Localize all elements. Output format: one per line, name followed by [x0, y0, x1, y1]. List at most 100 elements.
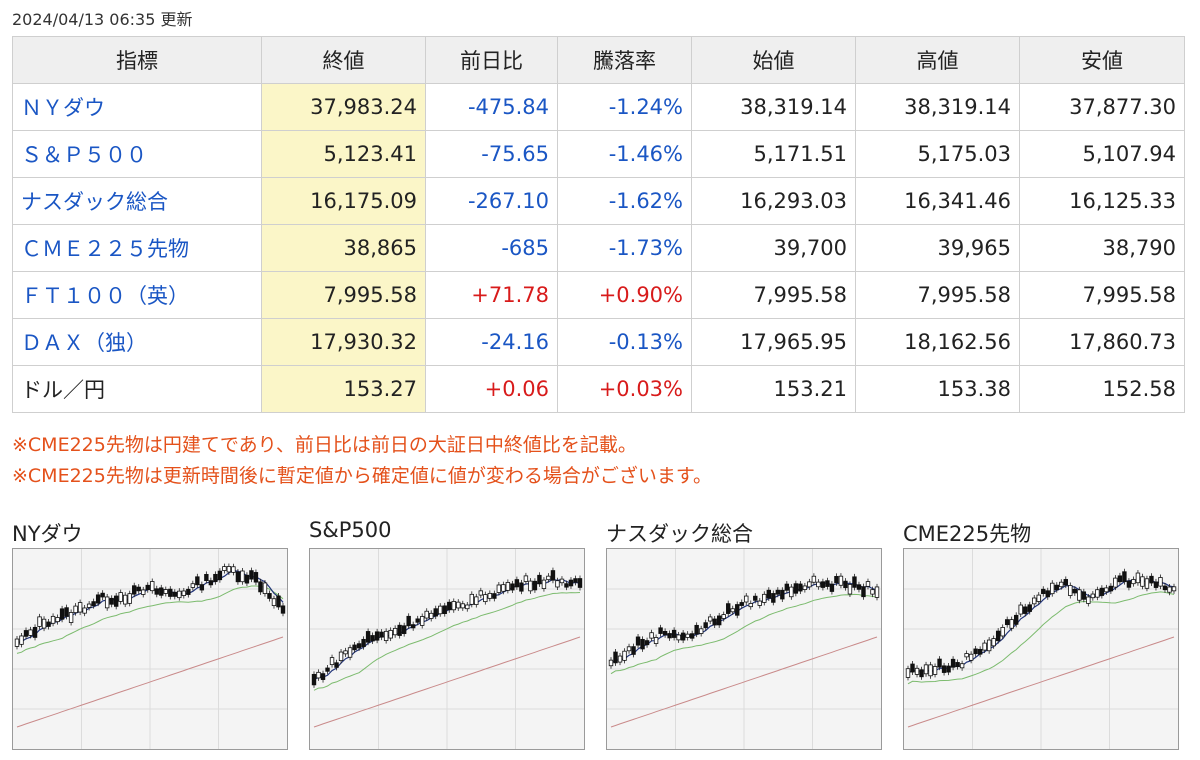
- candle-body: [703, 622, 708, 629]
- candle-body: [653, 637, 659, 644]
- candle-body: [82, 607, 87, 614]
- candle-body: [865, 581, 871, 587]
- candle-body: [95, 594, 101, 604]
- candle-body: [168, 588, 173, 597]
- candle-body: [658, 627, 663, 634]
- candle-body: [474, 596, 479, 605]
- candle-body: [370, 635, 375, 642]
- change-value: -267.10: [425, 177, 558, 225]
- index-link-sp500[interactable]: Ｓ＆Ｐ５００: [12, 130, 262, 178]
- candle-body: [1153, 581, 1159, 588]
- candle-body: [968, 653, 974, 661]
- candle-body: [177, 590, 182, 599]
- candle-body: [329, 657, 335, 666]
- candle-body: [392, 627, 398, 636]
- candle-body: [492, 593, 497, 599]
- candle-body: [320, 673, 326, 680]
- table-row: ＤＡＸ（独） 17,930.32 -24.16 -0.13% 17,965.95…: [12, 318, 1185, 366]
- candle-body: [573, 578, 578, 583]
- candle-body: [145, 584, 150, 591]
- candle-body: [964, 653, 969, 658]
- high-value: 7,995.58: [855, 271, 1020, 319]
- candle-body: [487, 592, 493, 599]
- open-value: 7,995.58: [691, 271, 856, 319]
- candle-body: [843, 580, 848, 589]
- candle-body: [424, 610, 429, 619]
- candle-body: [208, 580, 214, 586]
- candle-body: [222, 566, 227, 571]
- candle-body: [798, 583, 803, 592]
- candle-body: [267, 593, 272, 599]
- high-value: 16,341.46: [855, 177, 1020, 225]
- candle-body: [640, 638, 645, 650]
- chart-title-sp500: S&P500: [309, 518, 392, 542]
- candle-body: [1113, 577, 1118, 588]
- footnote-cme-provisional: ※CME225先物は更新時間後に暫定値から確定値に値が変わる場合がございます。: [12, 465, 712, 487]
- chart-nasdaq[interactable]: [606, 548, 882, 750]
- candle-body: [483, 594, 488, 603]
- candle-body: [1027, 604, 1032, 612]
- candle-body: [1050, 582, 1055, 595]
- candle-body: [982, 642, 987, 651]
- candle-body: [1099, 587, 1105, 596]
- candle-body: [730, 608, 735, 613]
- table-row: ドル／円 153.27 +0.06 +0.03% 153.21 153.38 1…: [12, 365, 1185, 413]
- candle-body: [374, 631, 380, 641]
- index-link-ft100[interactable]: ＦＴ１００（英）: [12, 271, 262, 319]
- candle-body: [154, 588, 159, 595]
- header-open: 始値: [691, 36, 856, 84]
- candle-body: [73, 605, 78, 614]
- candle-body: [932, 666, 938, 675]
- candle-body: [118, 592, 123, 602]
- candle-body: [635, 636, 641, 646]
- chart-medium-average-line: [313, 592, 581, 691]
- candle-body: [199, 584, 205, 591]
- candle-body: [1054, 584, 1059, 591]
- chart-sp500[interactable]: [309, 548, 585, 750]
- rate-value: +0.90%: [557, 271, 692, 319]
- candle-body: [744, 595, 749, 603]
- open-value: 17,965.95: [691, 318, 856, 366]
- candle-body: [528, 580, 533, 592]
- candle-body: [172, 591, 177, 597]
- candle-body: [802, 585, 808, 590]
- candle-body: [577, 578, 583, 588]
- candle-body: [698, 628, 704, 634]
- candle-body: [811, 575, 817, 583]
- candle-body: [762, 593, 767, 603]
- index-link-nydow[interactable]: ＮＹダウ: [12, 83, 262, 131]
- footnotes: ※CME225先物は円建てであり、前日比は前日の大証日中終値比を記載。 ※CME…: [12, 430, 712, 492]
- open-value: 5,171.51: [691, 130, 856, 178]
- candle-body: [789, 586, 794, 598]
- index-link-nasdaq[interactable]: ナスダック総合: [12, 177, 262, 225]
- chart-cme225[interactable]: [903, 548, 1179, 750]
- change-value: +71.78: [425, 271, 558, 319]
- candle-body: [1149, 575, 1154, 584]
- candle-body: [771, 593, 776, 603]
- high-value: 153.38: [855, 365, 1020, 413]
- candle-body: [1036, 594, 1041, 602]
- candle-body: [568, 579, 574, 587]
- candle-body: [1072, 588, 1078, 594]
- table-row: Ｓ＆Ｐ５００ 5,123.41 -75.65 -1.46% 5,171.51 5…: [12, 130, 1185, 178]
- candle-body: [361, 638, 366, 647]
- candle-body: [235, 571, 241, 583]
- chart-nydow[interactable]: [12, 548, 288, 750]
- candle-body: [1104, 587, 1109, 593]
- candle-body: [244, 574, 250, 584]
- candle-body: [676, 634, 681, 641]
- footnote-cme-yen: ※CME225先物は円建てであり、前日比は前日の大証日中終値比を記載。: [12, 434, 637, 456]
- candle-body: [465, 604, 470, 610]
- index-link-dax[interactable]: ＤＡＸ（独）: [12, 318, 262, 366]
- candle-body: [186, 588, 191, 595]
- header-high: 高値: [855, 36, 1020, 84]
- change-value: +0.06: [425, 365, 558, 413]
- index-label-usdjpy: ドル／円: [12, 365, 262, 413]
- candle-body: [613, 651, 618, 664]
- index-link-cme225[interactable]: ＣＭＥ２２５先物: [12, 224, 262, 272]
- candle-body: [343, 650, 348, 655]
- candle-body: [726, 603, 731, 614]
- candle-body: [680, 632, 686, 641]
- candle-body: [712, 618, 717, 626]
- chart-medium-average-line: [907, 591, 1175, 685]
